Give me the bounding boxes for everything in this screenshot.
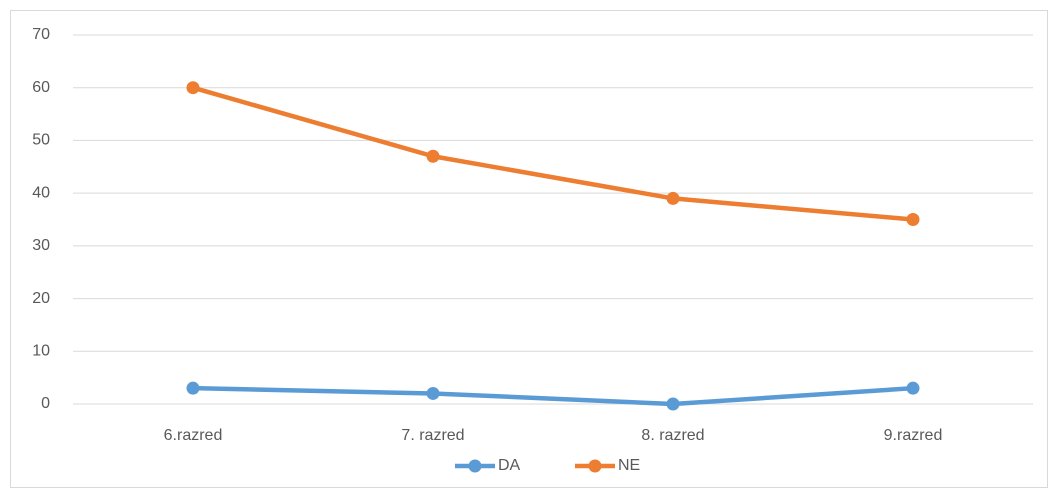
legend-marker	[468, 459, 482, 473]
y-tick-label: 0	[41, 395, 50, 412]
point	[186, 381, 200, 395]
point	[666, 191, 680, 205]
x-tick-label: 7. razred	[401, 427, 464, 444]
point	[426, 149, 440, 163]
y-tick-label: 70	[32, 26, 50, 43]
point	[666, 397, 680, 411]
series-line	[192, 385, 914, 407]
point	[906, 213, 920, 226]
x-tick-label: 8. razred	[641, 427, 704, 444]
y-tick-label: 10	[32, 343, 50, 360]
x-tick-label: 6.razred	[164, 427, 223, 444]
y-tick-label: 30	[32, 237, 50, 254]
legend-label: NE	[618, 457, 640, 474]
legend-marker	[588, 459, 602, 473]
legend-label: DA	[498, 457, 521, 474]
point	[426, 386, 440, 400]
y-tick-label: 60	[32, 79, 50, 96]
x-tick-label: 9.razred	[884, 427, 943, 444]
chart-border	[10, 10, 1048, 488]
point	[906, 381, 920, 395]
y-tick-label: 20	[32, 290, 50, 307]
point	[186, 81, 200, 95]
series-line	[192, 85, 914, 222]
y-tick-label: 50	[32, 132, 50, 149]
y-tick-label: 40	[32, 184, 50, 201]
